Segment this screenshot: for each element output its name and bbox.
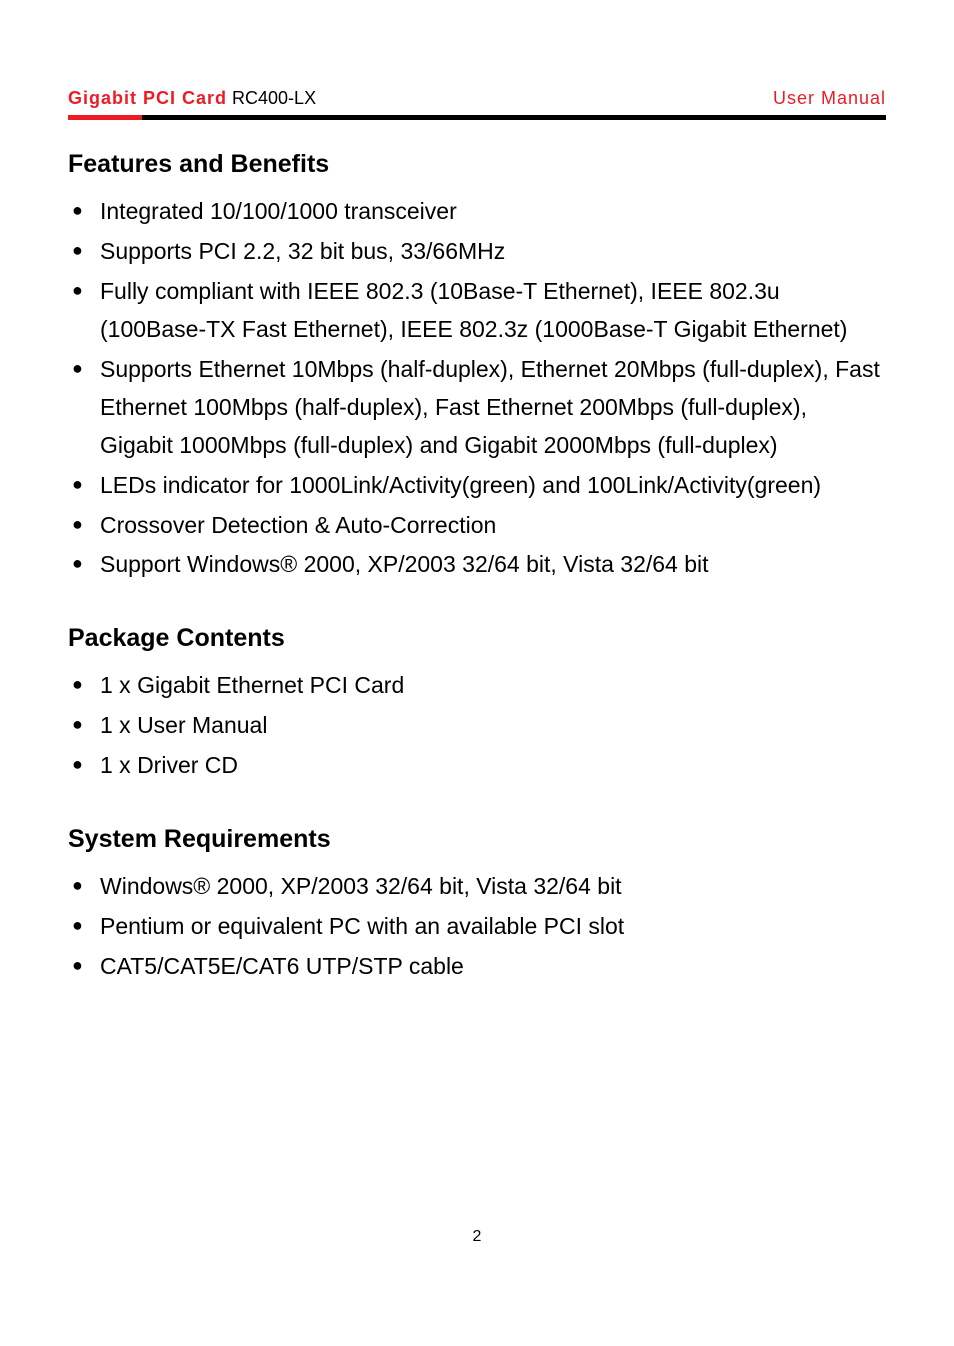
section-features: Features and Benefits Integrated 10/100/… [68,150,886,584]
header-right: User Manual [773,88,886,109]
list-item: Crossover Detection & Auto-Correction [68,507,886,545]
section-heading: System Requirements [68,825,886,854]
section-requirements: System Requirements Windows® 2000, XP/20… [68,825,886,986]
requirements-list: Windows® 2000, XP/2003 32/64 bit, Vista … [68,868,886,986]
page-header: Gigabit PCI Card RC400-LX User Manual [68,88,886,109]
header-rule [68,115,886,120]
list-item: Integrated 10/100/1000 transceiver [68,193,886,231]
rule-red-segment [68,115,142,120]
list-item: CAT5/CAT5E/CAT6 UTP/STP cable [68,948,886,986]
product-brand: Gigabit PCI Card [68,88,227,108]
list-item: Pentium or equivalent PC with an availab… [68,908,886,946]
header-left: Gigabit PCI Card RC400-LX [68,88,316,109]
section-heading: Features and Benefits [68,150,886,179]
list-item: 1 x Driver CD [68,747,886,785]
section-package: Package Contents 1 x Gigabit Ethernet PC… [68,624,886,785]
section-heading: Package Contents [68,624,886,653]
list-item: LEDs indicator for 1000Link/Activity(gre… [68,467,886,505]
list-item: Supports PCI 2.2, 32 bit bus, 33/66MHz [68,233,886,271]
list-item: Fully compliant with IEEE 802.3 (10Base-… [68,273,886,349]
list-item: Supports Ethernet 10Mbps (half-duplex), … [68,351,886,465]
product-model: RC400-LX [232,88,316,108]
package-list: 1 x Gigabit Ethernet PCI Card 1 x User M… [68,667,886,785]
list-item: 1 x User Manual [68,707,886,745]
list-item: Windows® 2000, XP/2003 32/64 bit, Vista … [68,868,886,906]
features-list: Integrated 10/100/1000 transceiver Suppo… [68,193,886,584]
rule-black-segment [142,115,886,120]
page-number: 2 [0,1228,954,1246]
list-item: 1 x Gigabit Ethernet PCI Card [68,667,886,705]
list-item: Support Windows® 2000, XP/2003 32/64 bit… [68,546,886,584]
